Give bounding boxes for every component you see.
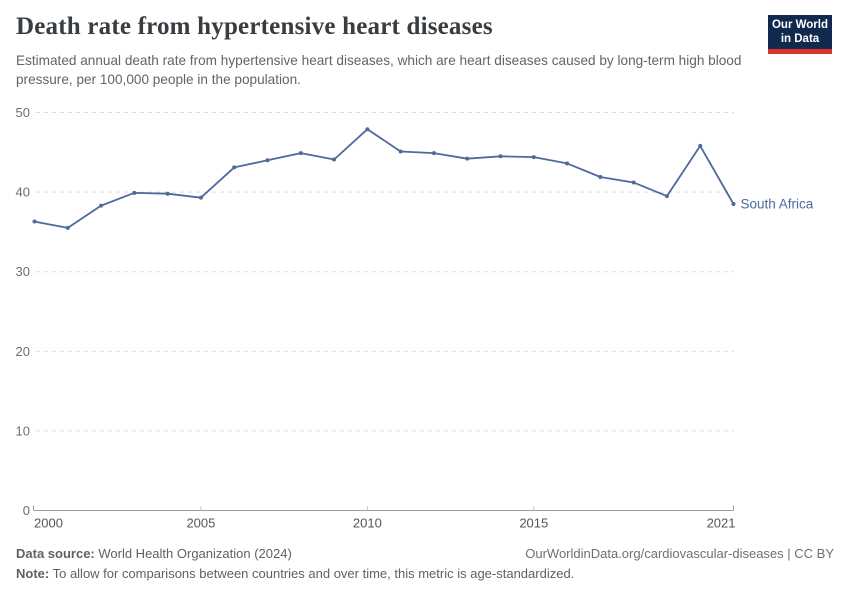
- owid-citation-link[interactable]: OurWorldinData.org/cardiovascular-diseas…: [525, 546, 834, 561]
- y-tick-label-0: 0: [23, 503, 30, 518]
- x-tick-label-2000: 2000: [34, 516, 63, 531]
- data-source-line: Data source: World Health Organization (…: [16, 546, 292, 561]
- note-value: To allow for comparisons between countri…: [49, 566, 574, 581]
- data-point-2013[interactable]: [465, 157, 469, 161]
- series-line[interactable]: [35, 129, 734, 228]
- data-point-2007[interactable]: [266, 158, 270, 162]
- data-point-2021[interactable]: [732, 202, 736, 206]
- data-point-2005[interactable]: [199, 196, 203, 200]
- chart-canvas: 0 10 20 30 40 50 2000 2005 2010 2015 2021 South Afr…: [0, 0, 850, 600]
- data-point-2006[interactable]: [232, 165, 236, 169]
- data-point-2018[interactable]: [632, 181, 636, 185]
- data-point-2004[interactable]: [166, 192, 170, 196]
- data-source-value: World Health Organization (2024): [95, 546, 292, 561]
- x-tick-label-2010: 2010: [353, 516, 382, 531]
- chart-footer: Data source: World Health Organization (…: [16, 546, 834, 581]
- data-source-label: Data source:: [16, 546, 95, 561]
- x-tick-label-2015: 2015: [519, 516, 548, 531]
- note-label: Note:: [16, 566, 49, 581]
- note-line: Note: To allow for comparisons between c…: [16, 566, 574, 581]
- data-point-2011[interactable]: [399, 150, 403, 154]
- y-tick-label-10: 10: [16, 423, 30, 438]
- data-point-2000[interactable]: [33, 220, 37, 224]
- data-point-2020[interactable]: [698, 144, 702, 148]
- y-tick-label-50: 50: [16, 105, 30, 120]
- data-point-2008[interactable]: [299, 151, 303, 155]
- data-point-2001[interactable]: [66, 226, 70, 230]
- y-tick-label-20: 20: [16, 344, 30, 359]
- y-tick-label-30: 30: [16, 264, 30, 279]
- owid-chart-page: Death rate from hypertensive heart disea…: [0, 0, 850, 600]
- y-tick-label-40: 40: [16, 185, 30, 200]
- data-point-2019[interactable]: [665, 194, 669, 198]
- data-point-2010[interactable]: [365, 127, 369, 131]
- data-point-2012[interactable]: [432, 151, 436, 155]
- series-end-label[interactable]: South Africa: [741, 197, 814, 212]
- data-point-2016[interactable]: [565, 161, 569, 165]
- x-tick-label-2005: 2005: [186, 516, 215, 531]
- data-point-2003[interactable]: [132, 191, 136, 195]
- data-point-2014[interactable]: [499, 154, 503, 158]
- data-point-2009[interactable]: [332, 157, 336, 161]
- data-point-2017[interactable]: [598, 175, 602, 179]
- data-point-2015[interactable]: [532, 155, 536, 159]
- data-point-2002[interactable]: [99, 204, 103, 208]
- x-tick-label-2021: 2021: [707, 516, 736, 531]
